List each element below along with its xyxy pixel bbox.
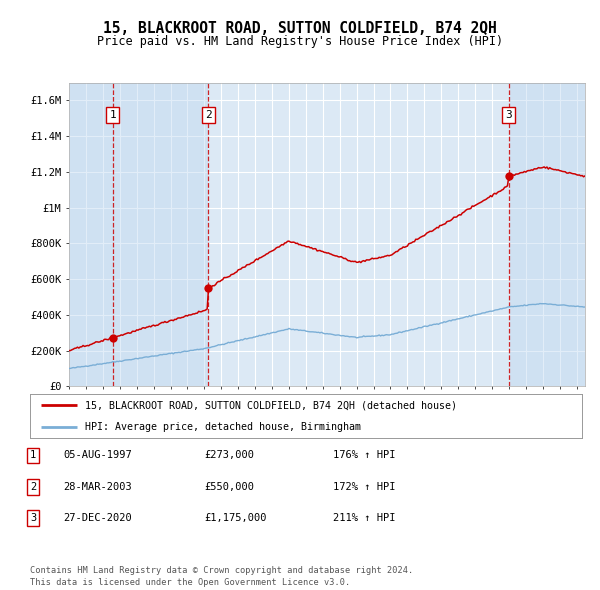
Text: 27-DEC-2020: 27-DEC-2020: [63, 513, 132, 523]
Text: 15, BLACKROOT ROAD, SUTTON COLDFIELD, B74 2QH (detached house): 15, BLACKROOT ROAD, SUTTON COLDFIELD, B7…: [85, 401, 457, 411]
Text: 28-MAR-2003: 28-MAR-2003: [63, 482, 132, 491]
Text: 172% ↑ HPI: 172% ↑ HPI: [333, 482, 395, 491]
Text: £273,000: £273,000: [204, 451, 254, 460]
Text: 15, BLACKROOT ROAD, SUTTON COLDFIELD, B74 2QH: 15, BLACKROOT ROAD, SUTTON COLDFIELD, B7…: [103, 21, 497, 35]
Text: 1: 1: [30, 451, 36, 460]
Text: HPI: Average price, detached house, Birmingham: HPI: Average price, detached house, Birm…: [85, 422, 361, 432]
Bar: [113, 83, 208, 386]
Bar: [208, 83, 509, 386]
Text: 3: 3: [505, 110, 512, 120]
Text: 176% ↑ HPI: 176% ↑ HPI: [333, 451, 395, 460]
Bar: [509, 83, 585, 386]
Text: £1,175,000: £1,175,000: [204, 513, 266, 523]
Text: Price paid vs. HM Land Registry's House Price Index (HPI): Price paid vs. HM Land Registry's House …: [97, 35, 503, 48]
Text: 2: 2: [205, 110, 212, 120]
Text: Contains HM Land Registry data © Crown copyright and database right 2024.
This d: Contains HM Land Registry data © Crown c…: [30, 566, 413, 587]
Text: 1: 1: [109, 110, 116, 120]
Text: 05-AUG-1997: 05-AUG-1997: [63, 451, 132, 460]
Text: 3: 3: [30, 513, 36, 523]
Text: 2: 2: [30, 482, 36, 491]
Text: 211% ↑ HPI: 211% ↑ HPI: [333, 513, 395, 523]
Text: £550,000: £550,000: [204, 482, 254, 491]
Bar: [69, 83, 113, 386]
